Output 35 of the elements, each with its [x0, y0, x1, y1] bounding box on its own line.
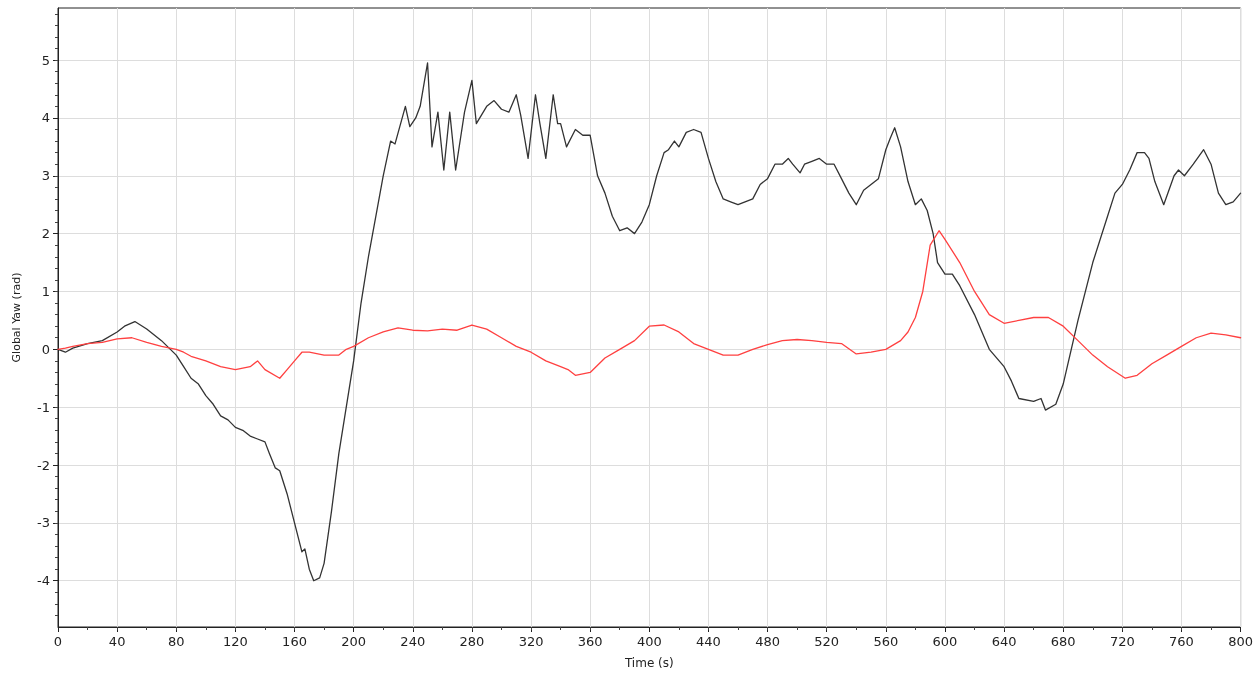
x-tick-label: 800 — [1228, 634, 1254, 649]
y-tick-label: -1 — [37, 399, 50, 415]
x-tick-label: 160 — [282, 634, 307, 649]
y-tick-label: 3 — [41, 168, 50, 184]
x-tick-label: 520 — [814, 634, 840, 649]
x-tick-label: 680 — [1050, 634, 1076, 649]
x-tick-label: 640 — [991, 634, 1017, 649]
x-tick-label: 600 — [932, 634, 958, 649]
x-tick-label: 400 — [636, 634, 662, 649]
x-tick-label: 240 — [400, 634, 426, 649]
x-tick-label: 280 — [459, 634, 485, 649]
x-tick-label: 40 — [108, 634, 126, 649]
x-tick-label: 480 — [755, 634, 780, 649]
y-tick-label: 0 — [41, 341, 50, 357]
x-tick-label: 0 — [53, 634, 63, 649]
x-tick-label: 200 — [341, 634, 367, 649]
x-tick-label: 120 — [222, 634, 248, 649]
y-tick-label: 2 — [41, 226, 50, 242]
y-tick-label: -4 — [37, 573, 50, 589]
line-series — [57, 230, 1242, 379]
y-tick-label: 5 — [41, 52, 50, 68]
x-tick-label: 80 — [167, 634, 185, 649]
y-tick-label: 1 — [41, 283, 50, 299]
x-axis-title: Time (s) — [623, 656, 674, 670]
y-tick-label: -3 — [37, 515, 50, 531]
x-tick-label: 760 — [1169, 634, 1194, 649]
y-tick-label: 4 — [41, 110, 50, 126]
x-tick-label: 560 — [873, 634, 899, 649]
line-series — [57, 62, 1242, 582]
x-tick-label: 440 — [696, 634, 721, 649]
x-tick-label: 720 — [1109, 634, 1135, 649]
y-axis-title: Global Yaw (rad) — [10, 272, 23, 363]
x-tick-label: 360 — [577, 634, 603, 649]
x-tick-label: 320 — [518, 634, 544, 649]
y-tick-label: -2 — [37, 457, 50, 473]
